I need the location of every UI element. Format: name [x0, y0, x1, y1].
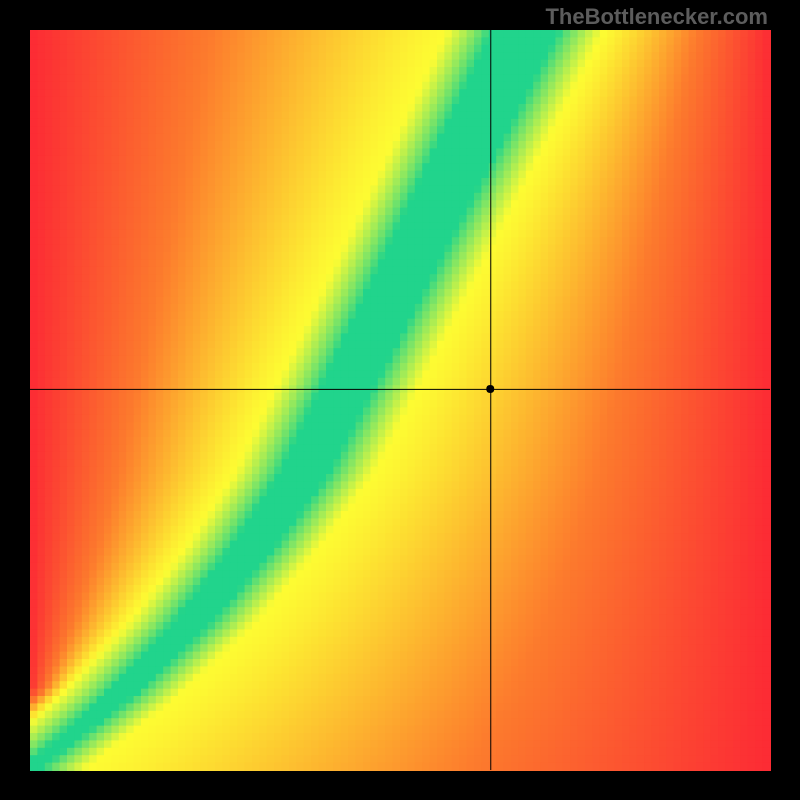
chart-container: TheBottlenecker.com [0, 0, 800, 800]
watermark-text: TheBottlenecker.com [545, 4, 768, 30]
crosshair-overlay [0, 0, 800, 800]
